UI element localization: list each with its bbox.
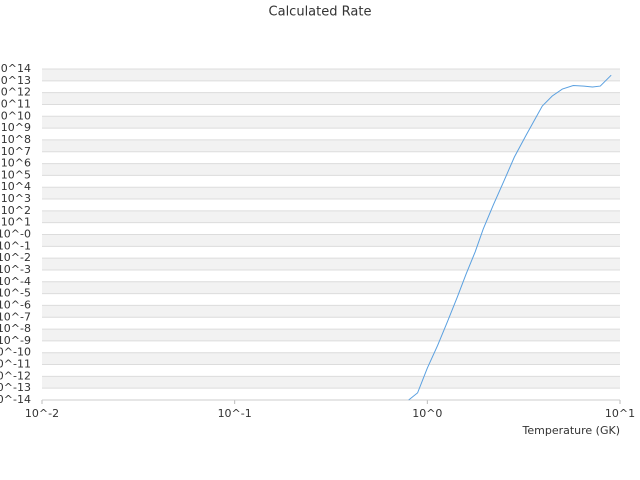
y-tick-label: 10^4 bbox=[1, 180, 31, 193]
y-tick-label: 10^3 bbox=[1, 192, 31, 205]
grid-band bbox=[42, 234, 620, 247]
grid-band bbox=[42, 210, 620, 223]
grid-band bbox=[42, 92, 620, 105]
y-tick-label: 10^-13 bbox=[0, 381, 31, 394]
y-tick-label: 10^14 bbox=[0, 62, 31, 75]
y-tick-label: 10^7 bbox=[1, 145, 31, 158]
y-tick-label: 10^11 bbox=[0, 97, 31, 110]
x-tick-label: 10^0 bbox=[412, 407, 442, 420]
grid-band bbox=[42, 329, 620, 341]
grid-band bbox=[42, 352, 620, 365]
y-tick-label: 10^-1 bbox=[0, 239, 31, 252]
y-tick-label: 10^-9 bbox=[0, 334, 31, 347]
grid-band bbox=[42, 281, 620, 294]
x-axis-label: Temperature (GK) bbox=[522, 424, 621, 437]
grid-band bbox=[42, 258, 620, 270]
y-tick-label: 10^-8 bbox=[0, 322, 31, 335]
y-tick-label: 10^5 bbox=[1, 168, 31, 181]
chart-title: Calculated Rate bbox=[269, 5, 372, 20]
y-tick-label: 10^13 bbox=[0, 74, 31, 87]
y-tick-label: 10^-11 bbox=[0, 358, 31, 371]
y-tick-label: 10^-12 bbox=[0, 369, 31, 382]
y-tick-label: 10^10 bbox=[0, 109, 31, 122]
x-tick-label: 10^1 bbox=[605, 407, 635, 420]
y-tick-label: 10^-14 bbox=[0, 393, 31, 406]
y-tick-label: 10^1 bbox=[1, 216, 31, 229]
x-tick-label: 10^-1 bbox=[218, 407, 252, 420]
grid-band bbox=[42, 116, 620, 129]
y-tick-label: 10^2 bbox=[1, 204, 31, 217]
y-tick-label: 10^8 bbox=[1, 133, 31, 146]
data-line bbox=[408, 74, 612, 401]
grid-band bbox=[42, 139, 620, 152]
y-tick-label: 10^-4 bbox=[0, 275, 31, 288]
grid-band bbox=[42, 305, 620, 318]
y-tick-label: 10^-0 bbox=[0, 228, 31, 241]
grid-band bbox=[42, 69, 620, 81]
y-tick-label: 10^-10 bbox=[0, 346, 31, 359]
y-tick-label: 10^-3 bbox=[0, 263, 31, 276]
y-tick-label: 10^12 bbox=[0, 86, 31, 99]
grid-band bbox=[42, 163, 620, 176]
y-tick-label: 10^9 bbox=[1, 121, 31, 134]
y-tick-label: 10^-6 bbox=[0, 298, 31, 311]
grid-band bbox=[42, 376, 620, 389]
y-tick-label: 10^6 bbox=[1, 157, 31, 170]
y-tick-label: 10^-5 bbox=[0, 287, 31, 300]
x-tick-label: 10^-2 bbox=[25, 407, 59, 420]
y-tick-label: 10^-2 bbox=[0, 251, 31, 264]
y-tick-label: 10^-7 bbox=[0, 310, 31, 323]
grid-band bbox=[42, 187, 620, 200]
